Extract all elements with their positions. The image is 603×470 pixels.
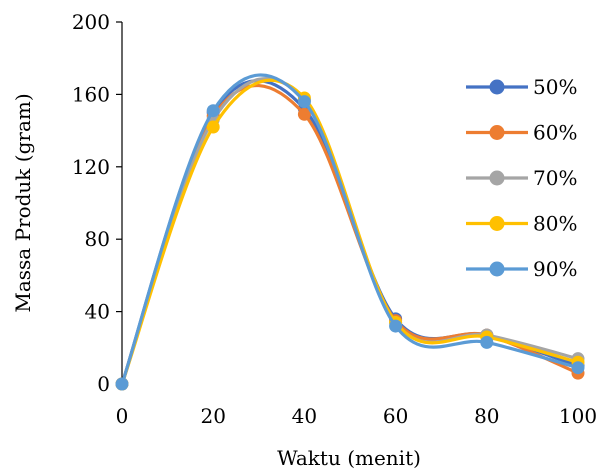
- legend-item: 90%: [466, 257, 577, 281]
- x-tick-label: 20: [200, 404, 225, 428]
- data-point: [297, 107, 311, 121]
- legend-marker: [489, 79, 505, 95]
- x-tick-label: 100: [559, 404, 597, 428]
- data-point: [480, 335, 494, 349]
- legend-label: 90%: [533, 257, 577, 281]
- legend-item: 70%: [466, 166, 577, 190]
- series-line: [120, 73, 579, 385]
- series-80-pct: [115, 78, 585, 391]
- legend-marker: [489, 125, 505, 140]
- axes: 0 40 80 120 160 200 0 20 40 60 80 100: [72, 10, 597, 428]
- series-line: [120, 76, 579, 385]
- data-point: [206, 120, 220, 134]
- legend-label: 80%: [533, 212, 577, 236]
- legend-item: 60%: [466, 121, 577, 145]
- y-tick-label: 80: [85, 227, 110, 251]
- x-tick-label: 60: [383, 404, 408, 428]
- y-axis-title: Massa Produk (gram): [11, 93, 35, 312]
- series-layer: [115, 73, 585, 391]
- series-90-pct: [115, 73, 585, 391]
- y-tick-label: 200: [72, 10, 110, 34]
- y-tick-label: 160: [72, 82, 110, 106]
- legend-item: 50%: [466, 75, 577, 99]
- legend-label: 50%: [533, 75, 577, 99]
- data-point: [115, 377, 129, 391]
- legend: 50% 60% 70% 80% 90%: [466, 75, 577, 281]
- legend-marker: [489, 216, 505, 231]
- legend-label: 70%: [533, 166, 577, 190]
- legend-label: 60%: [533, 121, 577, 145]
- x-tick-label: 80: [474, 404, 499, 428]
- x-axis-title: Waktu (menit): [277, 446, 421, 470]
- x-tick-label: 0: [116, 404, 129, 428]
- data-point: [206, 104, 220, 118]
- series-line: [120, 78, 579, 385]
- x-tick-label: 40: [292, 404, 317, 428]
- y-tick-label: 0: [97, 372, 110, 396]
- data-point: [297, 95, 311, 109]
- y-tick-label: 120: [72, 155, 110, 179]
- data-point: [571, 361, 585, 375]
- series-line: [120, 79, 579, 385]
- legend-marker: [489, 261, 505, 277]
- data-point: [389, 319, 403, 333]
- legend-item: 80%: [466, 212, 577, 236]
- legend-marker: [489, 170, 505, 186]
- y-tick-label: 40: [85, 300, 110, 324]
